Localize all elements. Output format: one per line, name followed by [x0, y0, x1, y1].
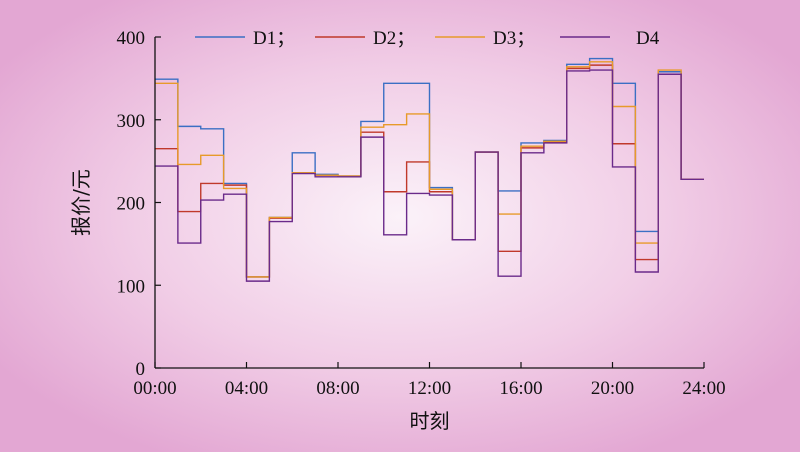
y-tick-label: 0 [136, 359, 146, 380]
legend-label-4: D4 [636, 28, 660, 49]
legend-label-3: D3； [493, 28, 535, 49]
x-tick-label: 20:00 [591, 378, 634, 399]
x-tick-label: 12:00 [408, 378, 451, 399]
legend-label-1: D1； [253, 28, 295, 49]
legend: D1； D2； D3； D4 [195, 28, 660, 49]
legend-label-2: D2； [373, 28, 415, 49]
x-tick-label: 16:00 [499, 378, 542, 399]
x-tick-label: 08:00 [316, 378, 359, 399]
y-tick-label: 400 [117, 28, 146, 49]
series-line-4 [155, 69, 704, 282]
x-tick-label: 04:00 [225, 378, 268, 399]
y-tick-label: 200 [117, 194, 146, 215]
y-tick-label: 300 [117, 111, 146, 132]
y-ticks: 0 100 200 300 400 [117, 28, 161, 380]
x-tick-label: 00:00 [133, 378, 176, 399]
x-axis-title: 时刻 [410, 409, 450, 433]
plot-area: 00:00 04:00 08:00 12:00 16:00 20:00 24:00 0 100… [117, 28, 726, 399]
x-tick-label: 24:00 [682, 378, 725, 399]
y-tick-label: 100 [117, 276, 146, 297]
series-lines [155, 57, 704, 282]
x-ticks: 00:00 04:00 08:00 12:00 16:00 20:00 24:00 [133, 362, 726, 399]
y-axis-title: 报价/元 [69, 169, 93, 236]
